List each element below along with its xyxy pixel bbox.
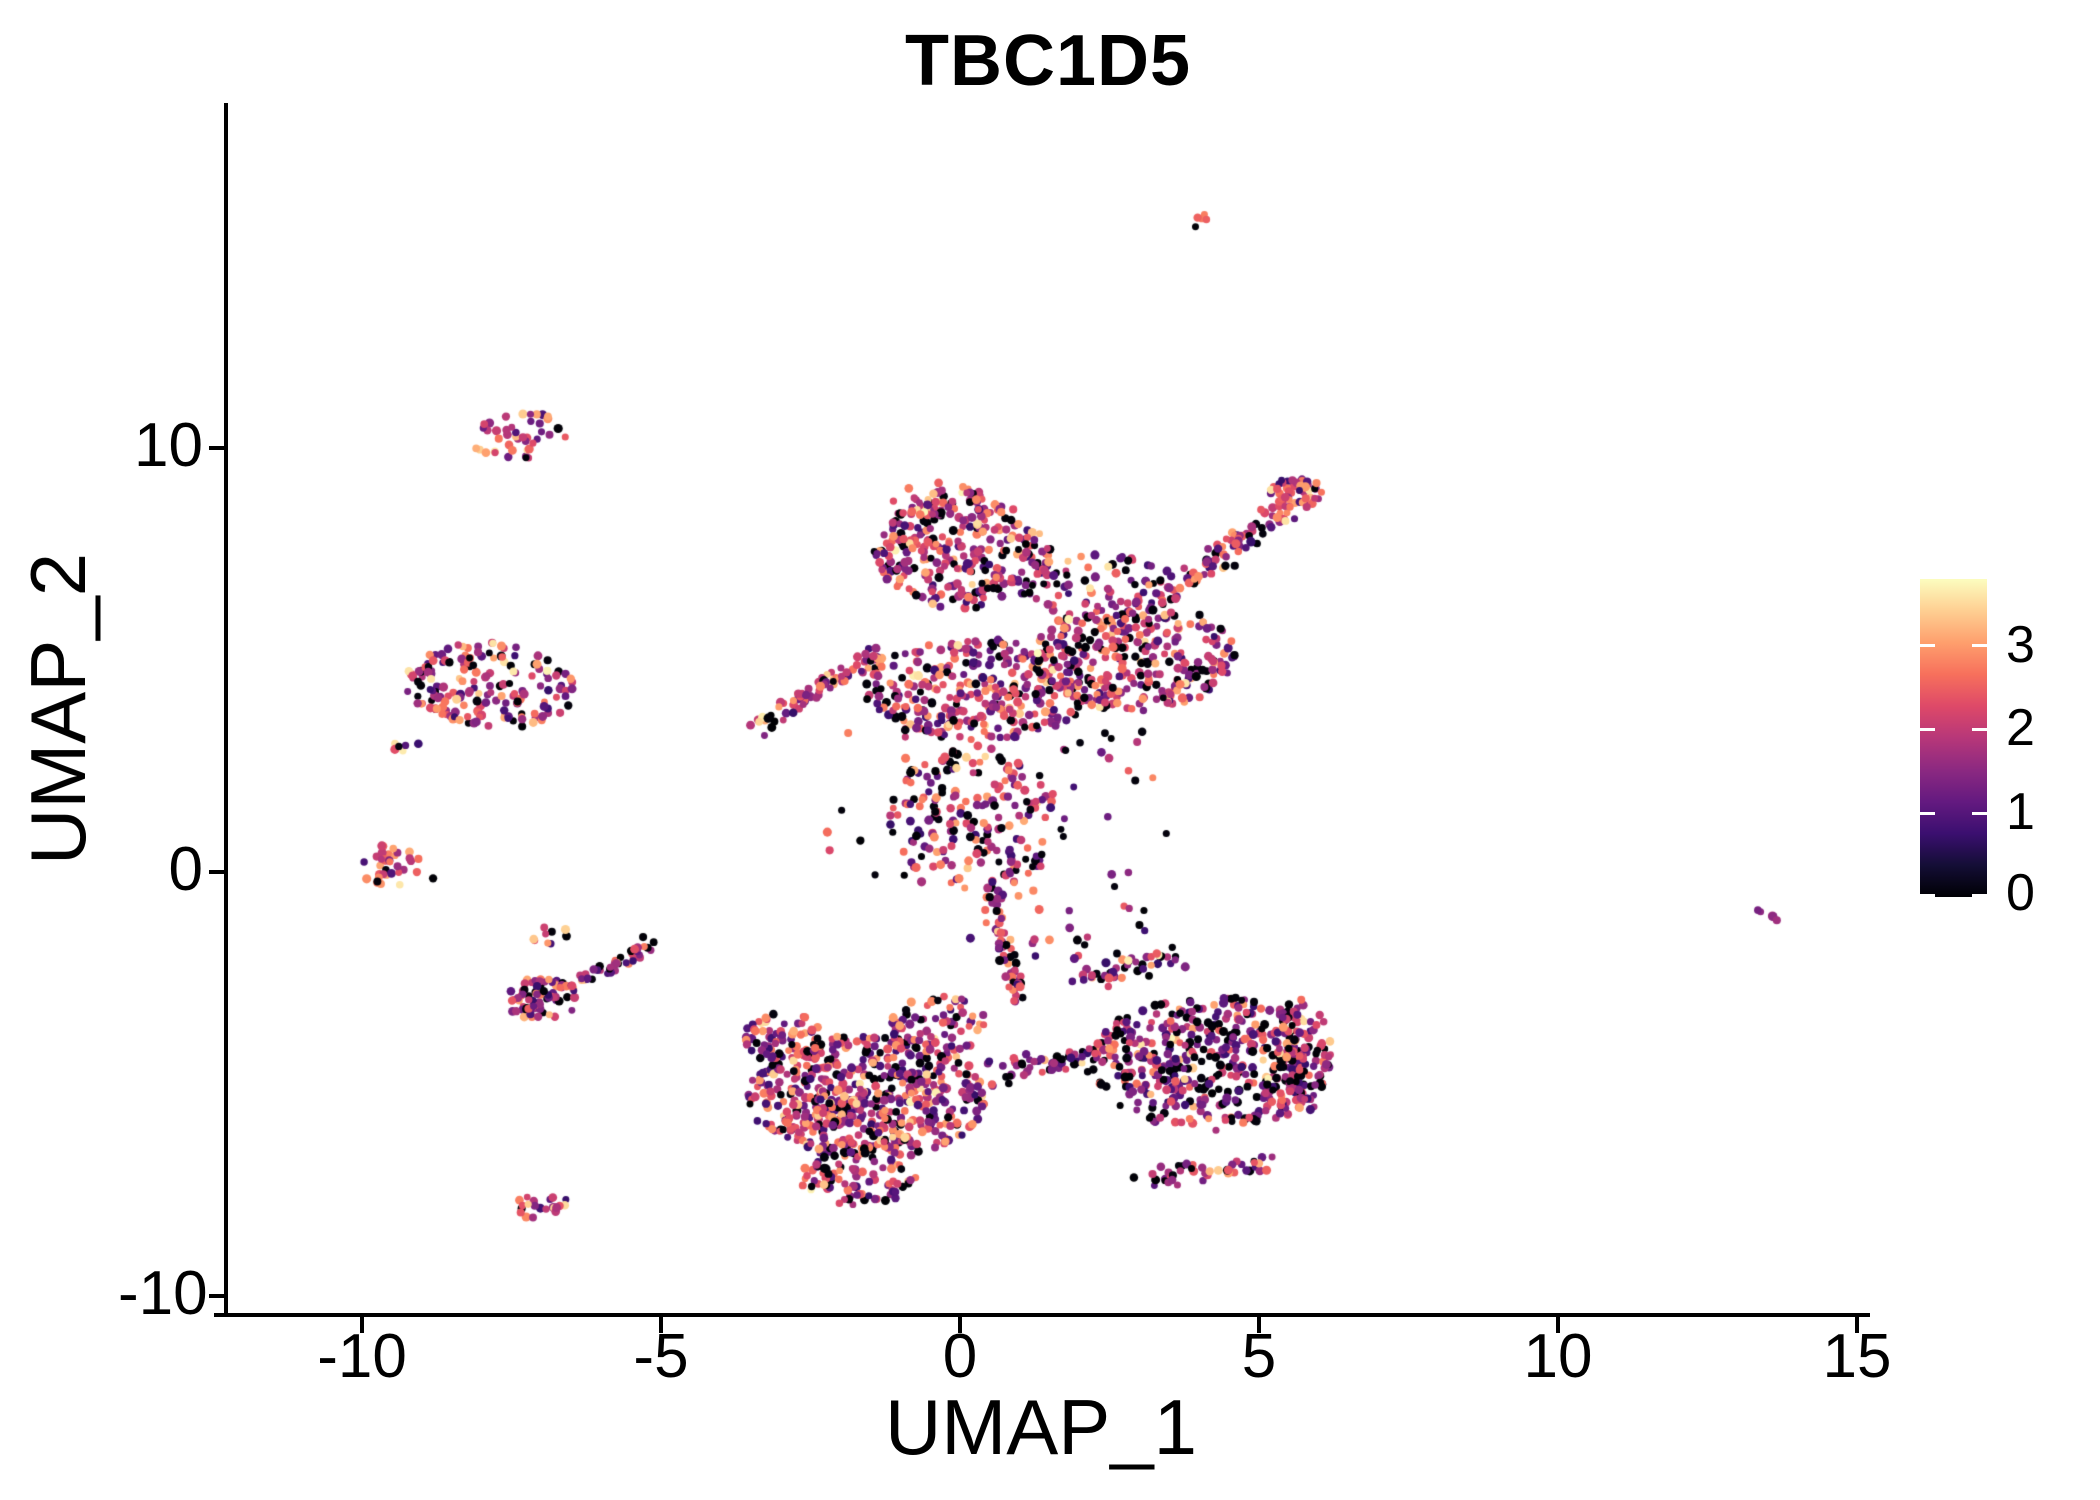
colorbar [1920,579,1987,897]
y-tick [209,1294,226,1298]
colorbar-gradient [1920,579,1987,897]
chart-title: TBC1D5 [904,21,1192,101]
x-tick [659,1316,663,1333]
x-tick [360,1316,364,1333]
colorbar-notch [1920,894,1935,897]
y-tick [209,446,226,450]
x-tick [1556,1316,1560,1333]
colorbar-notch [1920,811,1935,815]
colorbar-notch [1972,811,1987,815]
colorbar-tick-label: 1 [2006,783,2035,841]
colorbar-notch [1920,728,1935,732]
y-tick-label: 10 [134,411,203,480]
x-tick [1257,1316,1261,1333]
colorbar-notch [1972,728,1987,732]
x-tick-label: 15 [1822,1322,1892,1391]
x-tick [958,1316,962,1333]
x-axis-title: UMAP_1 [884,1383,1198,1471]
colorbar-tick-label: 3 [2006,616,2035,674]
colorbar-notch [1920,644,1935,648]
colorbar-tick-label: 2 [2006,699,2035,757]
y-axis-line [224,103,228,1316]
x-tick-label: -10 [317,1322,407,1391]
x-tick-label: 0 [942,1322,978,1391]
x-tick [1855,1316,1859,1333]
x-tick-label: 5 [1241,1322,1277,1391]
colorbar-notch [1972,894,1987,897]
x-tick-label: -5 [633,1322,689,1391]
y-tick [209,870,226,874]
y-tick-label: 0 [168,835,203,904]
colorbar-notch [1972,644,1987,648]
y-axis-title: UMAP_2 [14,552,102,866]
colorbar-tick-label: 0 [2006,864,2035,922]
y-tick-label: -10 [118,1259,208,1328]
x-tick-label: 10 [1523,1322,1593,1391]
x-axis-line [214,1313,1870,1317]
